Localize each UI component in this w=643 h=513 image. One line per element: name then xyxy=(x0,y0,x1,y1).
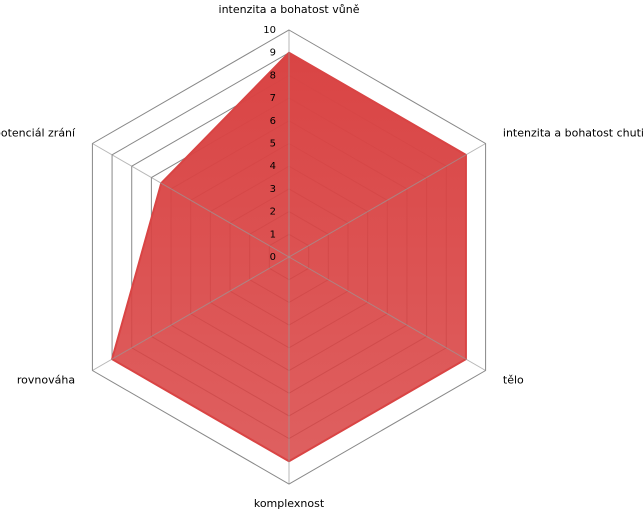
r-tick-label: 2 xyxy=(270,207,276,218)
axis-spoke xyxy=(92,256,290,371)
axis-spoke xyxy=(92,143,290,258)
r-tick-label: 5 xyxy=(270,139,276,150)
axis-spoke xyxy=(288,256,486,371)
category-label: komplexnost xyxy=(254,497,325,510)
r-tick-label: 6 xyxy=(270,116,276,127)
r-tick-label: 8 xyxy=(270,70,276,81)
category-label: tělo xyxy=(503,374,524,387)
r-tick-label: 0 xyxy=(270,252,276,263)
r-tick-label: 10 xyxy=(263,25,276,36)
r-tick-label: 1 xyxy=(270,229,276,240)
r-tick-label: 3 xyxy=(270,184,276,195)
category-label: rovnováha xyxy=(17,374,75,387)
r-tick-label: 7 xyxy=(270,93,276,104)
r-tick-label: 9 xyxy=(270,48,276,59)
category-label: potenciál zrání xyxy=(0,127,76,140)
axis-spoke xyxy=(288,143,486,258)
r-tick-label: 4 xyxy=(270,161,276,172)
category-label: intenzita a bohatost vůně xyxy=(219,3,360,16)
category-label: intenzita a bohatost chuti xyxy=(503,127,643,140)
